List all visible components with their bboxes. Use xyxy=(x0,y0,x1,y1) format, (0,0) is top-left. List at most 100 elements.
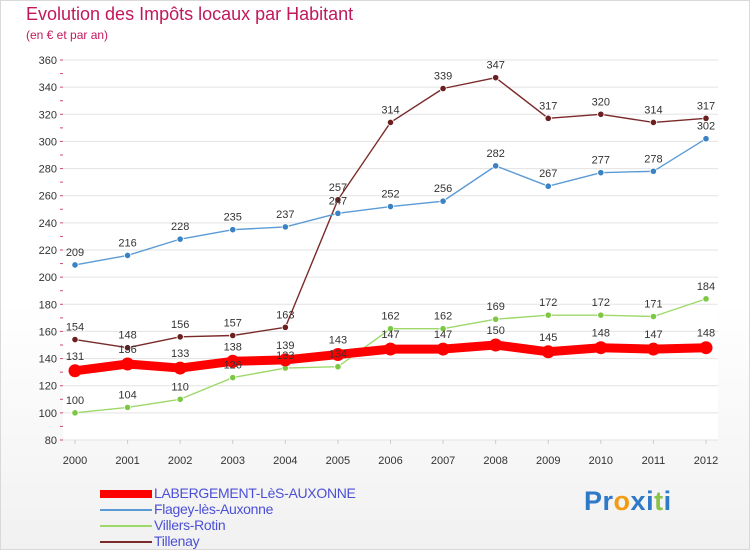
y-tick-label: 140 xyxy=(39,354,57,366)
series-point-2 xyxy=(386,325,395,333)
data-label: 162 xyxy=(434,311,452,323)
data-label: 282 xyxy=(486,148,504,160)
series-point-1 xyxy=(544,182,552,190)
series-point-0 xyxy=(646,342,660,356)
series-point-0 xyxy=(699,341,713,355)
legend-label: Flagey-lès-Auxonne xyxy=(154,501,274,517)
series-point-2 xyxy=(176,395,184,403)
y-tick-label: 320 xyxy=(39,109,57,121)
series-point-0 xyxy=(278,353,292,367)
data-label: 317 xyxy=(539,100,557,112)
data-label: 228 xyxy=(171,221,189,233)
data-label: 172 xyxy=(592,297,610,309)
legend-label: LABERGEMENT-LèS-AUXONNE xyxy=(154,485,356,501)
series-point-2 xyxy=(439,325,447,333)
x-tick-label: 2005 xyxy=(326,455,350,467)
series-point-2 xyxy=(649,312,658,321)
series-point-1 xyxy=(386,202,395,211)
proxiti-logo: Proxiti xyxy=(584,486,672,517)
data-label: 100 xyxy=(66,395,84,407)
series-point-0 xyxy=(541,345,555,359)
series-point-0 xyxy=(384,342,397,356)
data-label: 314 xyxy=(644,104,662,116)
x-tick-label: 2000 xyxy=(63,455,87,467)
logo-letter: o xyxy=(613,486,631,516)
data-label: 267 xyxy=(539,168,557,180)
data-label: 278 xyxy=(644,153,662,165)
data-label: 126 xyxy=(224,360,242,372)
legend-swatch xyxy=(100,525,152,527)
series-point-0 xyxy=(436,342,450,356)
logo-letter: x xyxy=(630,486,647,516)
data-label: 169 xyxy=(486,301,504,313)
x-tick-label: 2001 xyxy=(115,455,139,467)
series-point-3 xyxy=(439,84,447,93)
data-label: 277 xyxy=(592,155,610,167)
x-tick-label: 2002 xyxy=(168,455,192,467)
data-label: 163 xyxy=(276,309,294,321)
series-point-2 xyxy=(334,363,342,371)
series-point-3 xyxy=(334,196,342,204)
series-point-3 xyxy=(386,118,395,127)
series-point-3 xyxy=(176,333,184,341)
data-label: 150 xyxy=(486,325,504,337)
data-label: 252 xyxy=(381,189,399,201)
data-label: 147 xyxy=(434,329,452,341)
series-point-1 xyxy=(334,209,342,217)
logo-letter: i xyxy=(646,486,655,516)
data-label: 172 xyxy=(539,297,557,309)
series-point-2 xyxy=(492,315,500,323)
data-label: 237 xyxy=(276,209,294,221)
x-tick-label: 2006 xyxy=(378,455,402,467)
y-tick-label: 160 xyxy=(39,326,57,338)
x-tick-label: 2009 xyxy=(536,455,560,467)
series-point-3 xyxy=(71,335,79,344)
data-label: 148 xyxy=(592,328,610,340)
data-label: 145 xyxy=(539,332,557,344)
y-tick-label: 120 xyxy=(39,381,57,393)
series-point-2 xyxy=(702,295,710,303)
data-label: 154 xyxy=(66,322,84,334)
y-tick-label: 360 xyxy=(39,55,57,67)
y-tick-label: 100 xyxy=(39,408,57,420)
data-label: 257 xyxy=(329,182,347,194)
data-label: 148 xyxy=(697,328,715,340)
x-tick-label: 2004 xyxy=(273,455,297,467)
x-tick-label: 2011 xyxy=(642,455,666,467)
series-point-1 xyxy=(492,162,500,170)
series-point-2 xyxy=(544,311,552,319)
data-label: 347 xyxy=(486,60,504,72)
series-point-1 xyxy=(176,235,184,243)
series-point-1 xyxy=(439,197,447,205)
series-point-0 xyxy=(68,364,82,378)
series-point-1 xyxy=(281,223,289,231)
y-tick-label: 220 xyxy=(39,245,57,257)
series-point-1 xyxy=(649,167,658,175)
data-label: 302 xyxy=(697,121,715,133)
data-label: 209 xyxy=(66,247,84,259)
y-tick-label: 80 xyxy=(45,435,57,447)
series-point-2 xyxy=(229,373,237,382)
logo-letter: r xyxy=(602,486,614,516)
series-point-0 xyxy=(594,341,608,355)
data-label: 147 xyxy=(381,329,399,341)
series-point-0 xyxy=(121,357,135,371)
logo-letter: t xyxy=(654,486,664,516)
series-point-3 xyxy=(544,114,552,122)
data-label: 216 xyxy=(118,237,136,249)
data-label: 134 xyxy=(329,349,347,361)
series-point-0 xyxy=(331,348,345,361)
series-point-1 xyxy=(229,226,237,234)
x-tick-label: 2003 xyxy=(221,455,245,467)
data-label: 156 xyxy=(171,319,189,331)
y-tick-label: 260 xyxy=(39,191,57,203)
data-label: 136 xyxy=(118,344,136,356)
y-tick-label: 300 xyxy=(39,136,57,148)
logo-letter: P xyxy=(584,486,603,516)
chart-title: Evolution des Impôts locaux par Habitant xyxy=(26,4,354,24)
data-label: 110 xyxy=(171,381,189,393)
series-point-0 xyxy=(226,354,240,368)
data-label: 256 xyxy=(434,183,452,195)
data-label: 133 xyxy=(276,350,294,362)
series-point-2 xyxy=(123,403,132,412)
